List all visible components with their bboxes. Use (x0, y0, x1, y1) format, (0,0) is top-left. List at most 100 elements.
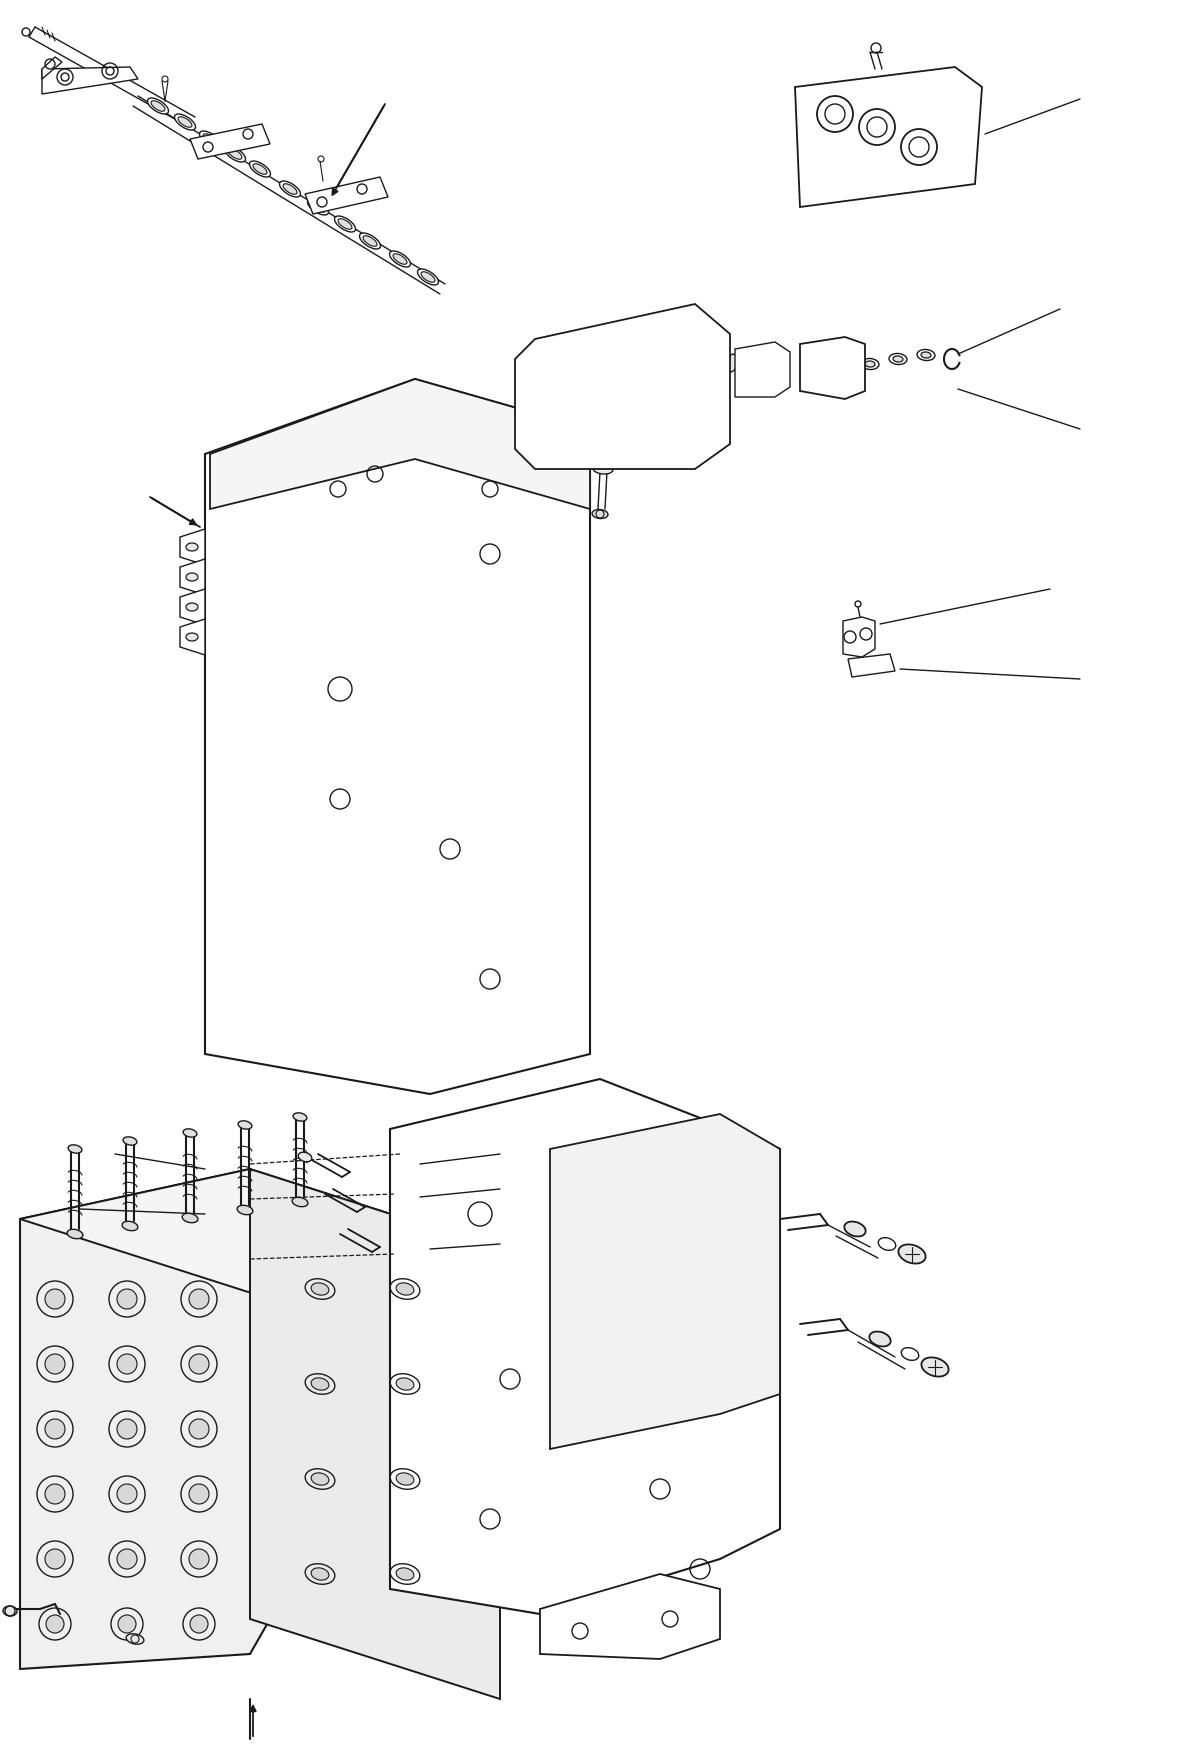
Polygon shape (180, 590, 205, 625)
Ellipse shape (175, 114, 196, 132)
Circle shape (189, 1485, 209, 1504)
Ellipse shape (68, 1146, 81, 1154)
Polygon shape (735, 343, 790, 397)
Ellipse shape (185, 575, 198, 582)
Ellipse shape (396, 1283, 413, 1295)
Ellipse shape (921, 353, 931, 358)
Ellipse shape (869, 1332, 890, 1346)
Polygon shape (180, 560, 205, 596)
Circle shape (190, 1615, 208, 1632)
Ellipse shape (363, 237, 377, 248)
Ellipse shape (280, 183, 300, 199)
Polygon shape (43, 58, 61, 81)
Ellipse shape (338, 220, 352, 230)
Ellipse shape (203, 135, 217, 146)
Polygon shape (795, 69, 981, 207)
Polygon shape (250, 1170, 500, 1699)
Ellipse shape (390, 251, 411, 267)
Ellipse shape (879, 1239, 895, 1251)
Ellipse shape (123, 1137, 137, 1146)
Ellipse shape (151, 102, 165, 112)
Ellipse shape (126, 1634, 144, 1645)
Polygon shape (20, 1170, 500, 1298)
Ellipse shape (249, 162, 270, 177)
Ellipse shape (178, 118, 193, 128)
Ellipse shape (311, 202, 325, 213)
Ellipse shape (307, 200, 328, 216)
Circle shape (117, 1485, 137, 1504)
Ellipse shape (536, 388, 548, 409)
Ellipse shape (311, 1472, 328, 1485)
Circle shape (117, 1290, 137, 1309)
Ellipse shape (293, 1114, 307, 1121)
Ellipse shape (592, 510, 608, 520)
Circle shape (45, 1550, 65, 1569)
Ellipse shape (200, 132, 221, 148)
Ellipse shape (901, 1348, 919, 1360)
Polygon shape (180, 620, 205, 655)
Ellipse shape (253, 165, 267, 176)
Ellipse shape (239, 1121, 252, 1130)
Polygon shape (848, 655, 895, 678)
Ellipse shape (359, 234, 380, 249)
Ellipse shape (864, 362, 875, 367)
Ellipse shape (298, 1153, 312, 1161)
Ellipse shape (185, 604, 198, 611)
Circle shape (189, 1550, 209, 1569)
Ellipse shape (593, 464, 613, 474)
Circle shape (118, 1615, 136, 1632)
Circle shape (189, 1355, 209, 1374)
Ellipse shape (311, 1567, 328, 1580)
Circle shape (189, 1290, 209, 1309)
Ellipse shape (228, 149, 242, 160)
Polygon shape (20, 1170, 270, 1669)
Ellipse shape (396, 1567, 413, 1580)
Ellipse shape (148, 98, 169, 114)
Circle shape (45, 1355, 65, 1374)
Circle shape (45, 1485, 65, 1504)
Ellipse shape (283, 184, 296, 195)
Ellipse shape (726, 355, 737, 372)
Ellipse shape (393, 255, 407, 265)
Polygon shape (540, 1574, 720, 1659)
Ellipse shape (861, 358, 879, 371)
Ellipse shape (4, 1606, 17, 1616)
Ellipse shape (182, 1214, 198, 1223)
Ellipse shape (334, 216, 355, 234)
Circle shape (117, 1355, 137, 1374)
Ellipse shape (311, 1377, 328, 1390)
Ellipse shape (396, 1472, 413, 1485)
Polygon shape (843, 618, 875, 657)
Polygon shape (180, 529, 205, 566)
Circle shape (117, 1550, 137, 1569)
Ellipse shape (185, 543, 198, 552)
Polygon shape (43, 69, 138, 95)
Ellipse shape (418, 271, 438, 286)
Ellipse shape (183, 1130, 197, 1137)
Circle shape (45, 1420, 65, 1439)
Circle shape (189, 1420, 209, 1439)
Ellipse shape (893, 357, 903, 362)
Ellipse shape (921, 1358, 948, 1377)
Polygon shape (305, 177, 389, 214)
Ellipse shape (420, 272, 435, 283)
Polygon shape (800, 337, 864, 401)
Ellipse shape (844, 1221, 866, 1237)
Ellipse shape (916, 350, 935, 362)
Ellipse shape (889, 355, 907, 365)
Ellipse shape (311, 1283, 328, 1295)
Polygon shape (390, 1079, 779, 1615)
Circle shape (117, 1420, 137, 1439)
Polygon shape (210, 380, 590, 510)
Polygon shape (205, 380, 590, 1095)
Ellipse shape (237, 1205, 253, 1216)
Circle shape (45, 1290, 65, 1309)
Ellipse shape (67, 1230, 83, 1239)
Polygon shape (190, 125, 270, 160)
Ellipse shape (224, 148, 246, 163)
Ellipse shape (292, 1198, 308, 1207)
Circle shape (46, 1615, 64, 1632)
Ellipse shape (899, 1244, 926, 1263)
Polygon shape (550, 1114, 779, 1450)
Ellipse shape (122, 1221, 138, 1232)
